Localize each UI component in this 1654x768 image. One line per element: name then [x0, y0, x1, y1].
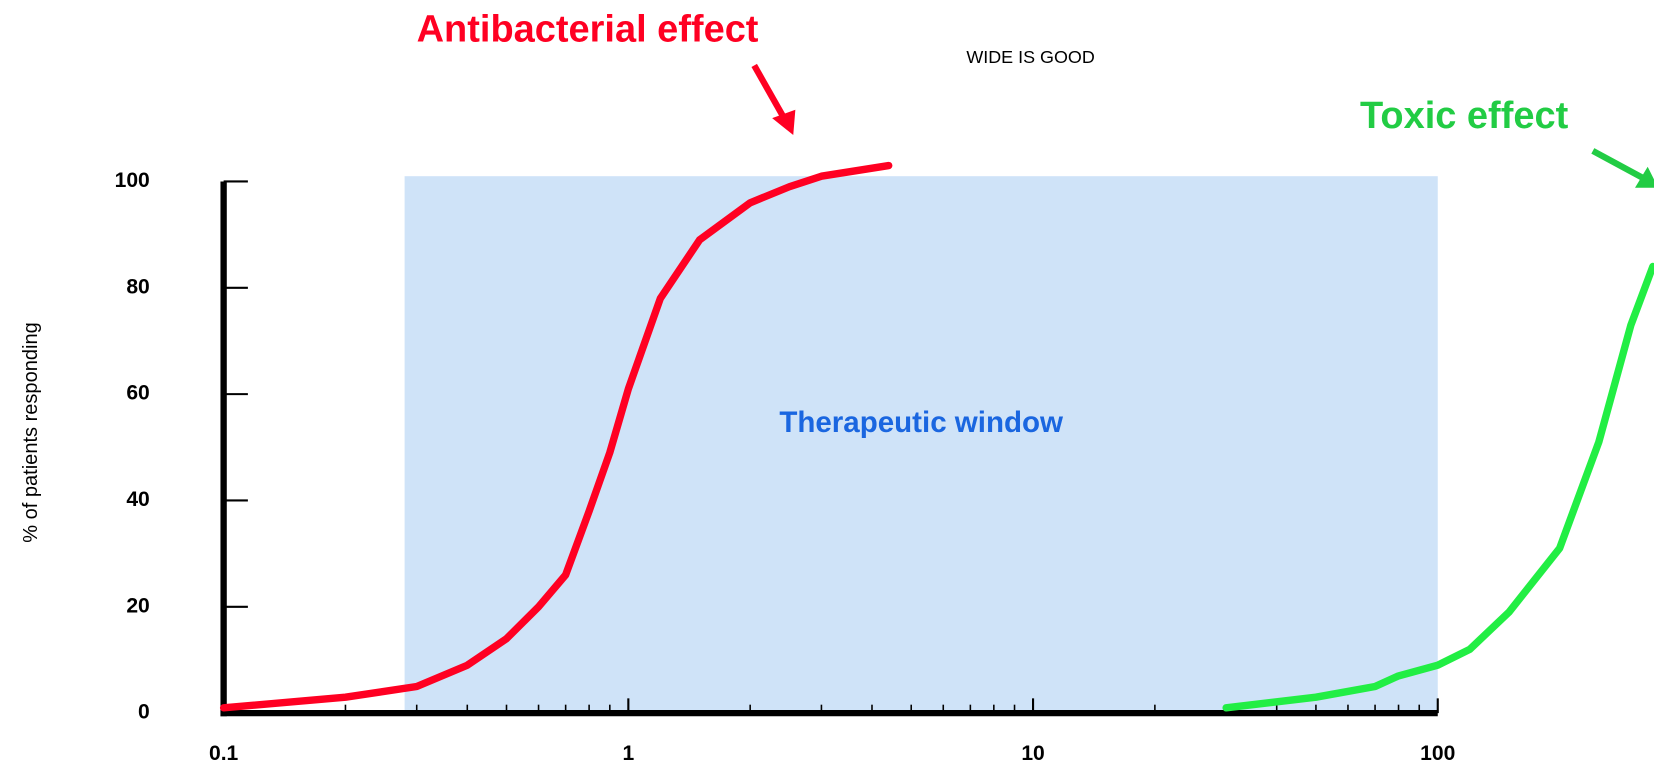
- y-tick-label: 100: [115, 169, 150, 192]
- y-tick-label: 60: [126, 382, 149, 405]
- arrow-shaft: [1591, 148, 1648, 183]
- x-tick-label: 0.1: [209, 742, 239, 765]
- y-axis-label: % of patients responding: [20, 322, 42, 543]
- curve: [219, 161, 893, 712]
- x-tick-label: 10: [1021, 742, 1044, 765]
- series-label: Antibacterial effect: [417, 9, 759, 51]
- y-tick-label: 40: [126, 488, 149, 511]
- arrow: [1591, 148, 1654, 188]
- y-tick-label: 0: [138, 701, 150, 724]
- arrow-head: [1635, 166, 1654, 188]
- window-label: Therapeutic window: [779, 406, 1064, 439]
- background-layer: Therapeutic window: [404, 176, 1438, 714]
- therapeutic-window: [404, 176, 1438, 714]
- series-label: Toxic effect: [1360, 95, 1569, 137]
- chart-title: WIDE IS GOOD: [966, 47, 1095, 67]
- x-tick-label: 100: [1420, 742, 1455, 765]
- x-tick-label: 1: [622, 742, 634, 765]
- y-tick-label: 80: [126, 275, 149, 298]
- arrow-shaft: [751, 63, 789, 123]
- curve: [1222, 262, 1654, 712]
- arrow: [751, 63, 796, 136]
- y-tick-label: 20: [126, 594, 149, 617]
